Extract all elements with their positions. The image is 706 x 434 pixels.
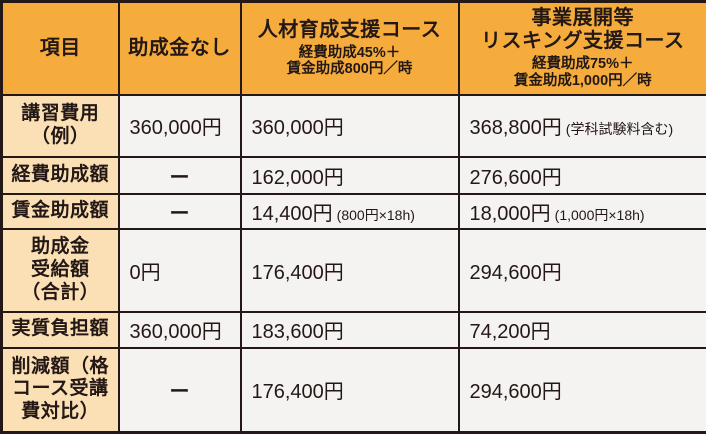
value-cell: 360,000円 [117, 310, 242, 349]
table-body: 講習費用 （例） 360,000円 360,000円 368,800円 (学科試験料含む… [0, 93, 706, 434]
row-label: 助成金 受給額 （合計） [0, 228, 120, 313]
cell-amount: ー [169, 381, 190, 404]
row-label: 経費助成額 [0, 155, 120, 195]
row-label: 実質負担額 [0, 310, 120, 349]
column-header-2: 人材育成支援コース経費助成45%＋ 賃金助成800円／時 [239, 0, 460, 96]
value-cell: 0円 [117, 228, 242, 313]
column-subtitle: 経費助成75%＋ 賃金助成1,000円／時 [513, 56, 652, 89]
cell-amount: 176,400円 [251, 262, 344, 285]
value-cell: 18,000円 (1,000円×18h) [457, 192, 706, 231]
row-label: 賃金助成額 [0, 192, 120, 231]
cell-amount: 176,400円 [251, 381, 344, 404]
cell-note: (1,000円×18h) [554, 206, 645, 223]
table-row: 実質負担額 360,000円 183,600円 74,200円 [0, 310, 706, 349]
header-row: 項目 助成金なし 人材育成支援コース 経費助成45%＋ 賃金助成800円／時 事業展開等… [0, 0, 706, 96]
column-title: 助成金なし [128, 36, 231, 59]
table-row: 講習費用 （例） 360,000円 360,000円 368,800円 (学科試験料含む… [0, 93, 706, 158]
cell-amount: 276,600円 [469, 166, 562, 189]
value-cell: 14,400円 (800円×18h) [239, 192, 460, 231]
value-cell: 294,600円 [457, 346, 706, 434]
table-row: 経費助成額 ー 162,000円 276,600円 [0, 155, 706, 195]
cell-amount: 183,600円 [251, 321, 344, 344]
column-title: 人材育成支援コース [257, 18, 442, 41]
cell-amount: 360,000円 [251, 117, 344, 140]
value-cell: ー [117, 192, 242, 231]
value-cell: 176,400円 [239, 228, 460, 313]
cell-amount: 18,000円 [469, 202, 551, 225]
value-cell: 176,400円 [239, 346, 460, 434]
value-cell: 276,600円 [457, 155, 706, 195]
value-cell: ー [117, 346, 242, 434]
cell-amount: 0円 [129, 262, 161, 285]
cell-amount: 294,600円 [469, 381, 562, 404]
cell-amount: ー [169, 166, 190, 189]
cell-amount: 162,000円 [251, 166, 344, 189]
column-header-1: 助成金なし [117, 0, 242, 96]
column-header-0: 項目 [0, 0, 120, 96]
cell-amount: 74,200円 [469, 321, 551, 344]
cell-amount: 14,400円 [251, 202, 333, 225]
row-label: 講習費用 （例） [0, 93, 120, 158]
cell-note: (800円×18h) [336, 206, 415, 223]
value-cell: 360,000円 [239, 93, 460, 158]
value-cell: 368,800円 (学科試験料含む) [457, 93, 706, 158]
cell-amount: 360,000円 [129, 117, 222, 140]
cell-amount: 294,600円 [469, 262, 562, 285]
column-header-3: 事業展開等 リスキング支援コース 経費助成75%＋ 賃金助成1,000円／時 [457, 0, 706, 96]
column-title: 項目 [39, 36, 81, 59]
cell-note: (学科試験料含む) [565, 121, 674, 138]
value-cell: 162,000円 [239, 155, 460, 195]
table-row: 賃金助成額ー 14,400円 (800円×18h) 18,000円 (1,000円×18… [0, 192, 706, 231]
value-cell: 74,200円 [457, 310, 706, 349]
row-label: 削減額（格 コース受講 費対比） [0, 346, 120, 434]
value-cell: 183,600円 [239, 310, 460, 349]
table-row: 助成金 受給額 （合計） 0円 176,400円 294,600円 [0, 228, 706, 313]
value-cell: ー [117, 155, 242, 195]
value-cell: 360,000円 [117, 93, 242, 158]
table-header: 項目 助成金なし 人材育成支援コース 経費助成45%＋ 賃金助成800円／時 事業展開等… [0, 0, 706, 96]
cell-amount: 360,000円 [129, 321, 222, 344]
table-row: 削減額（格 コース受講 費対比） ー 176,400円 294,600円 [0, 346, 706, 434]
cell-amount: ー [169, 202, 190, 225]
column-subtitle: 経費助成45%＋ 賃金助成800円／時 [286, 44, 413, 78]
cell-amount: 368,800円 [469, 117, 562, 140]
column-title: 事業展開等 リスキング支援コース [481, 7, 685, 53]
value-cell: 294,600円 [457, 228, 706, 313]
